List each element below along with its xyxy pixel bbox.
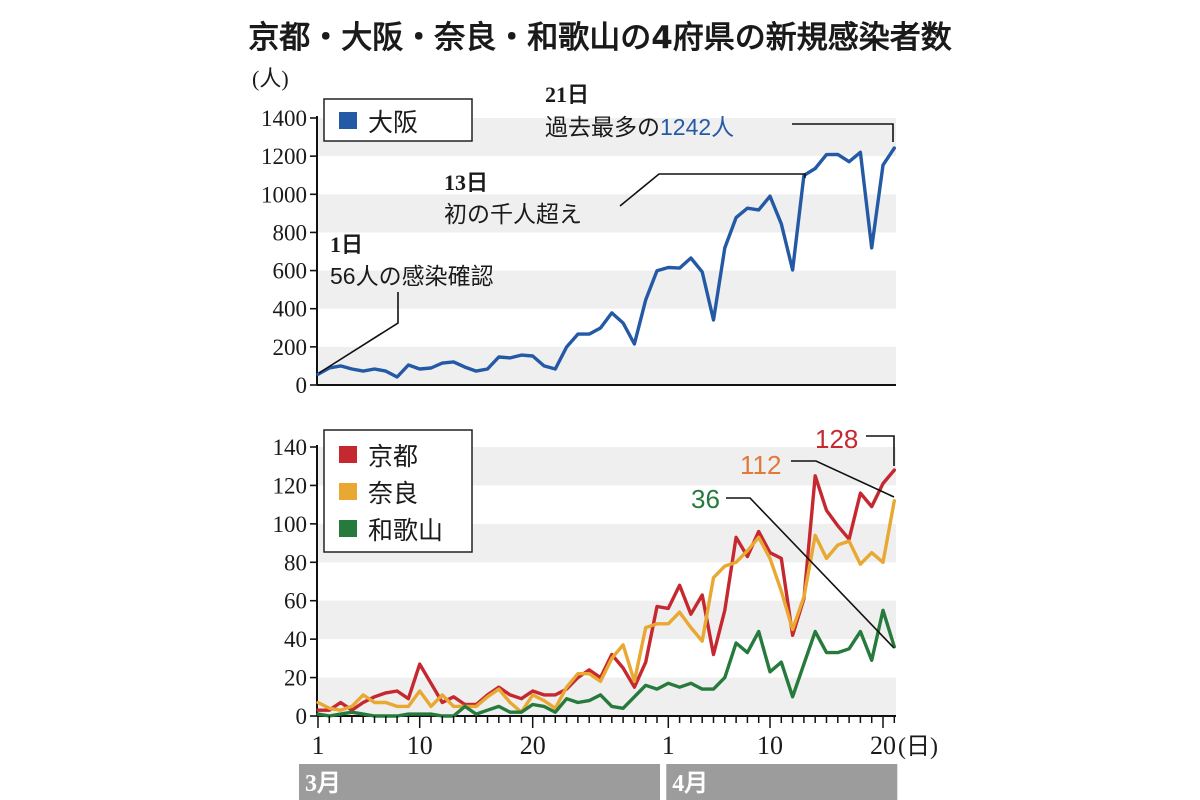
annotation-leader-line	[866, 435, 895, 466]
bottom-y-tick-label: 60	[284, 589, 307, 614]
top-y-tick-label: 0	[296, 373, 308, 398]
annotation-value: 1242人	[660, 114, 734, 140]
bottom-y-tick-label: 100	[273, 512, 308, 537]
bottom-y-tick-label: 140	[273, 435, 308, 460]
bottom-y-tick-label: 80	[284, 550, 307, 575]
top-y-tick-label: 1400	[261, 106, 307, 131]
legend-label-kyoto: 京都	[368, 442, 418, 471]
annotation-kyoto-last: 128	[815, 424, 895, 466]
month-bar: 3月 4月	[299, 764, 898, 800]
annotation-text-prefix: 過去最多の	[545, 114, 660, 140]
bottom-grid-band	[318, 600, 896, 640]
annotation-kyoto-value: 128	[815, 424, 858, 454]
series-line-osaka	[316, 146, 896, 379]
annotation-leader-line	[792, 123, 894, 142]
annotation-text: 初の千人超え	[444, 201, 582, 227]
top-y-axis: 0 200 400 600 800 1000 1200 1400	[261, 106, 896, 398]
legend: 大阪	[323, 98, 473, 142]
x-tick-label: 1	[312, 731, 325, 760]
chart-title: 京都・大阪・奈良・和歌山の4府県の新規感染者数	[248, 20, 952, 56]
series-line-nara	[316, 499, 896, 714]
annotation-text: 56人の感染確認	[330, 263, 494, 289]
top-y-tick-label: 1000	[261, 182, 307, 207]
annotation-nara-value: 112	[740, 450, 781, 480]
top-y-tick-label: 400	[273, 297, 308, 322]
month-label: 4月	[672, 771, 708, 797]
legend: 京都 奈良 和歌山	[323, 429, 473, 553]
legend-swatch-kyoto	[339, 446, 357, 463]
osaka-chart: (人) 0 200 400 600 800 1000 1200 1400 1日 56人の感染確…	[252, 66, 896, 398]
x-tick-label: 1	[662, 731, 675, 760]
bottom-y-tick-label: 40	[284, 627, 307, 652]
annotation-march-1: 1日 56人の感染確認	[318, 232, 494, 374]
annotation-day-label: 1日	[330, 232, 363, 257]
annotation-leader-line	[318, 292, 399, 374]
annotation-wakayama-last: 36	[691, 484, 895, 649]
month-bar-segment	[299, 764, 660, 800]
legend-swatch-wakayama	[339, 520, 357, 537]
bottom-y-axis: 0 20 40 60 80 100 120 140	[273, 435, 896, 729]
legend-swatch-osaka	[339, 112, 357, 129]
legend-label-nara: 奈良	[368, 479, 418, 508]
annotation-wakayama-value: 36	[691, 484, 720, 514]
top-series	[316, 146, 896, 379]
annotation-day-label: 13日	[444, 170, 488, 195]
x-tick-label: 10	[407, 731, 433, 760]
series-line-wakayama	[316, 608, 896, 718]
annotation-leader-line	[726, 497, 895, 649]
y-axis-unit-label: (人)	[252, 66, 289, 91]
x-axis: 1 10 20 1 10 20 (日)	[312, 716, 938, 760]
legend-swatch-nara	[339, 483, 357, 500]
annotation-nara-last: 112	[740, 450, 895, 498]
annotation-day-label: 21日	[545, 82, 589, 107]
top-grid-band	[318, 346, 896, 385]
annotation-text: 過去最多の1242人	[545, 114, 734, 140]
x-axis-tick-labels: 1 10 20 1 10 20	[312, 731, 897, 760]
x-tick-label: 20	[870, 731, 896, 760]
top-y-tick-label: 800	[273, 220, 308, 245]
annotation-april-13: 13日 初の千人超え	[444, 170, 806, 227]
bottom-y-tick-label: 20	[284, 666, 307, 691]
legend-label-wakayama: 和歌山	[368, 516, 443, 545]
top-grid-bands	[318, 118, 896, 385]
x-tick-label: 10	[757, 731, 783, 760]
annotation-april-21: 21日 過去最多の1242人	[545, 82, 894, 142]
legend-label-osaka: 大阪	[368, 108, 418, 137]
bottom-y-tick-label: 0	[296, 704, 308, 729]
annotation-leader-line	[619, 173, 806, 207]
top-grid-band	[318, 194, 896, 233]
kyoto-nara-wakayama-chart: 0 20 40 60 80 100 120 140 128 112 36 京都 奈良 和歌山	[273, 424, 896, 729]
annotation-leader-line	[791, 460, 895, 498]
top-y-tick-label: 1200	[261, 144, 307, 169]
top-y-tick-label: 200	[273, 335, 308, 360]
top-y-tick-label: 600	[273, 259, 308, 284]
bottom-series	[316, 468, 896, 718]
x-axis-minor-ticks	[317, 716, 896, 728]
bottom-y-tick-label: 120	[273, 473, 308, 498]
x-axis-unit-label: (日)	[898, 734, 938, 760]
month-bar-segment	[666, 764, 898, 800]
top-grid-band	[318, 270, 896, 309]
x-tick-label: 20	[520, 731, 546, 760]
month-label: 3月	[305, 771, 341, 797]
